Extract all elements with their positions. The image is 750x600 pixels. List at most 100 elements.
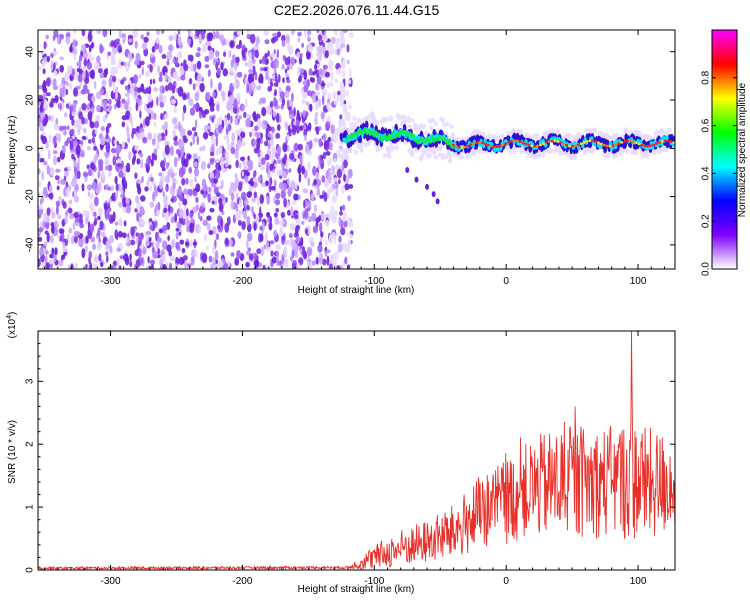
noise-blob [162,151,167,158]
signal-peak [547,140,551,143]
noise-blob [132,30,138,39]
signal-peak [510,140,513,143]
noise-blob [209,207,215,213]
noise-blob [262,264,266,269]
noise-blob [206,91,211,101]
noise-blob [59,228,65,235]
noise-blob [233,98,238,109]
noise-blob [293,193,299,201]
signal-halo [459,154,464,160]
noise-blob [81,183,85,192]
noise-blob [171,239,175,249]
noise-blob [284,258,289,269]
noise-blob [329,185,334,194]
noise-blob [98,133,103,140]
noise-blob [330,124,335,134]
noise-blob [248,52,252,59]
noise-blob [48,185,53,194]
noise-blob [288,108,294,115]
noise-blob [230,59,234,68]
noise-blob [336,168,343,179]
noise-blob [234,257,240,266]
noise-blob [299,68,305,74]
noise-blob [322,42,326,48]
noise-blob [38,192,41,197]
signal-halo [433,121,438,127]
noise-blob [93,80,97,90]
noise-blob [193,176,198,183]
noise-blob [93,211,97,217]
noise-blob [194,119,198,129]
noise-blob [334,261,337,267]
noise-blob [251,197,256,203]
noise-blob [62,253,66,260]
plot-frame-bottom [37,330,676,571]
noise-blob [87,32,93,43]
noise-blob [100,126,106,132]
noise-blob [258,156,262,167]
noise-blob [344,256,348,265]
noise-blob [136,212,140,222]
noise-blob [94,120,100,129]
noise-blob [223,51,226,58]
noise-blob [46,164,50,175]
noise-blob [274,199,281,206]
noise-blob [339,114,343,121]
noise-blob [177,86,184,97]
noise-blob [72,102,77,109]
signal-halo [358,118,363,124]
noise-blob [97,227,101,238]
noise-blob [76,61,82,67]
noise-blob [187,54,191,61]
noise-blob [212,244,216,255]
noise-blob [67,264,72,269]
noise-blob [263,30,269,36]
noise-blob [213,58,219,64]
noise-blob [129,253,132,262]
noise-blob [248,69,253,74]
noise-blob [326,255,330,266]
noise-blob [113,155,116,163]
noise-blob [313,204,317,213]
noise-blob [173,171,178,177]
noise-blob [264,140,269,147]
noise-blob [284,245,287,256]
noise-blob [235,202,239,213]
noise-blob [347,104,352,110]
signal-halo [410,149,415,155]
noise-blob [266,125,272,132]
signal-peak [666,139,670,143]
noise-blob [134,144,140,151]
noise-blob [244,47,248,53]
noise-blob [96,104,101,113]
noise-blob [281,64,285,70]
signal-halo [535,133,540,139]
noise-blob [268,221,273,231]
noise-blob [95,254,98,263]
noise-blob [302,246,306,257]
noise-blob [248,73,253,84]
noise-blob [57,133,62,143]
noise-blob [120,193,124,199]
noise-blob [285,161,289,169]
noise-blob [333,30,337,35]
noise-blob [63,130,67,136]
noise-blob [99,220,104,231]
noise-blob [316,76,322,85]
noise-blob [256,248,262,255]
noise-blob [137,233,143,241]
noise-blob [91,137,95,144]
noise-blob [106,91,109,101]
noise-blob [141,175,144,184]
noise-blob [198,206,204,214]
noise-blob [318,68,324,76]
noise-blob [322,258,327,266]
noise-blob [45,140,49,150]
noise-blob [130,87,134,96]
noise-blob [187,130,193,136]
x-tick-label-bottom: 100 [630,576,647,587]
noise-blob [51,114,54,123]
noise-blob [302,188,308,194]
noise-blob [115,91,118,100]
noise-blob [102,30,108,38]
